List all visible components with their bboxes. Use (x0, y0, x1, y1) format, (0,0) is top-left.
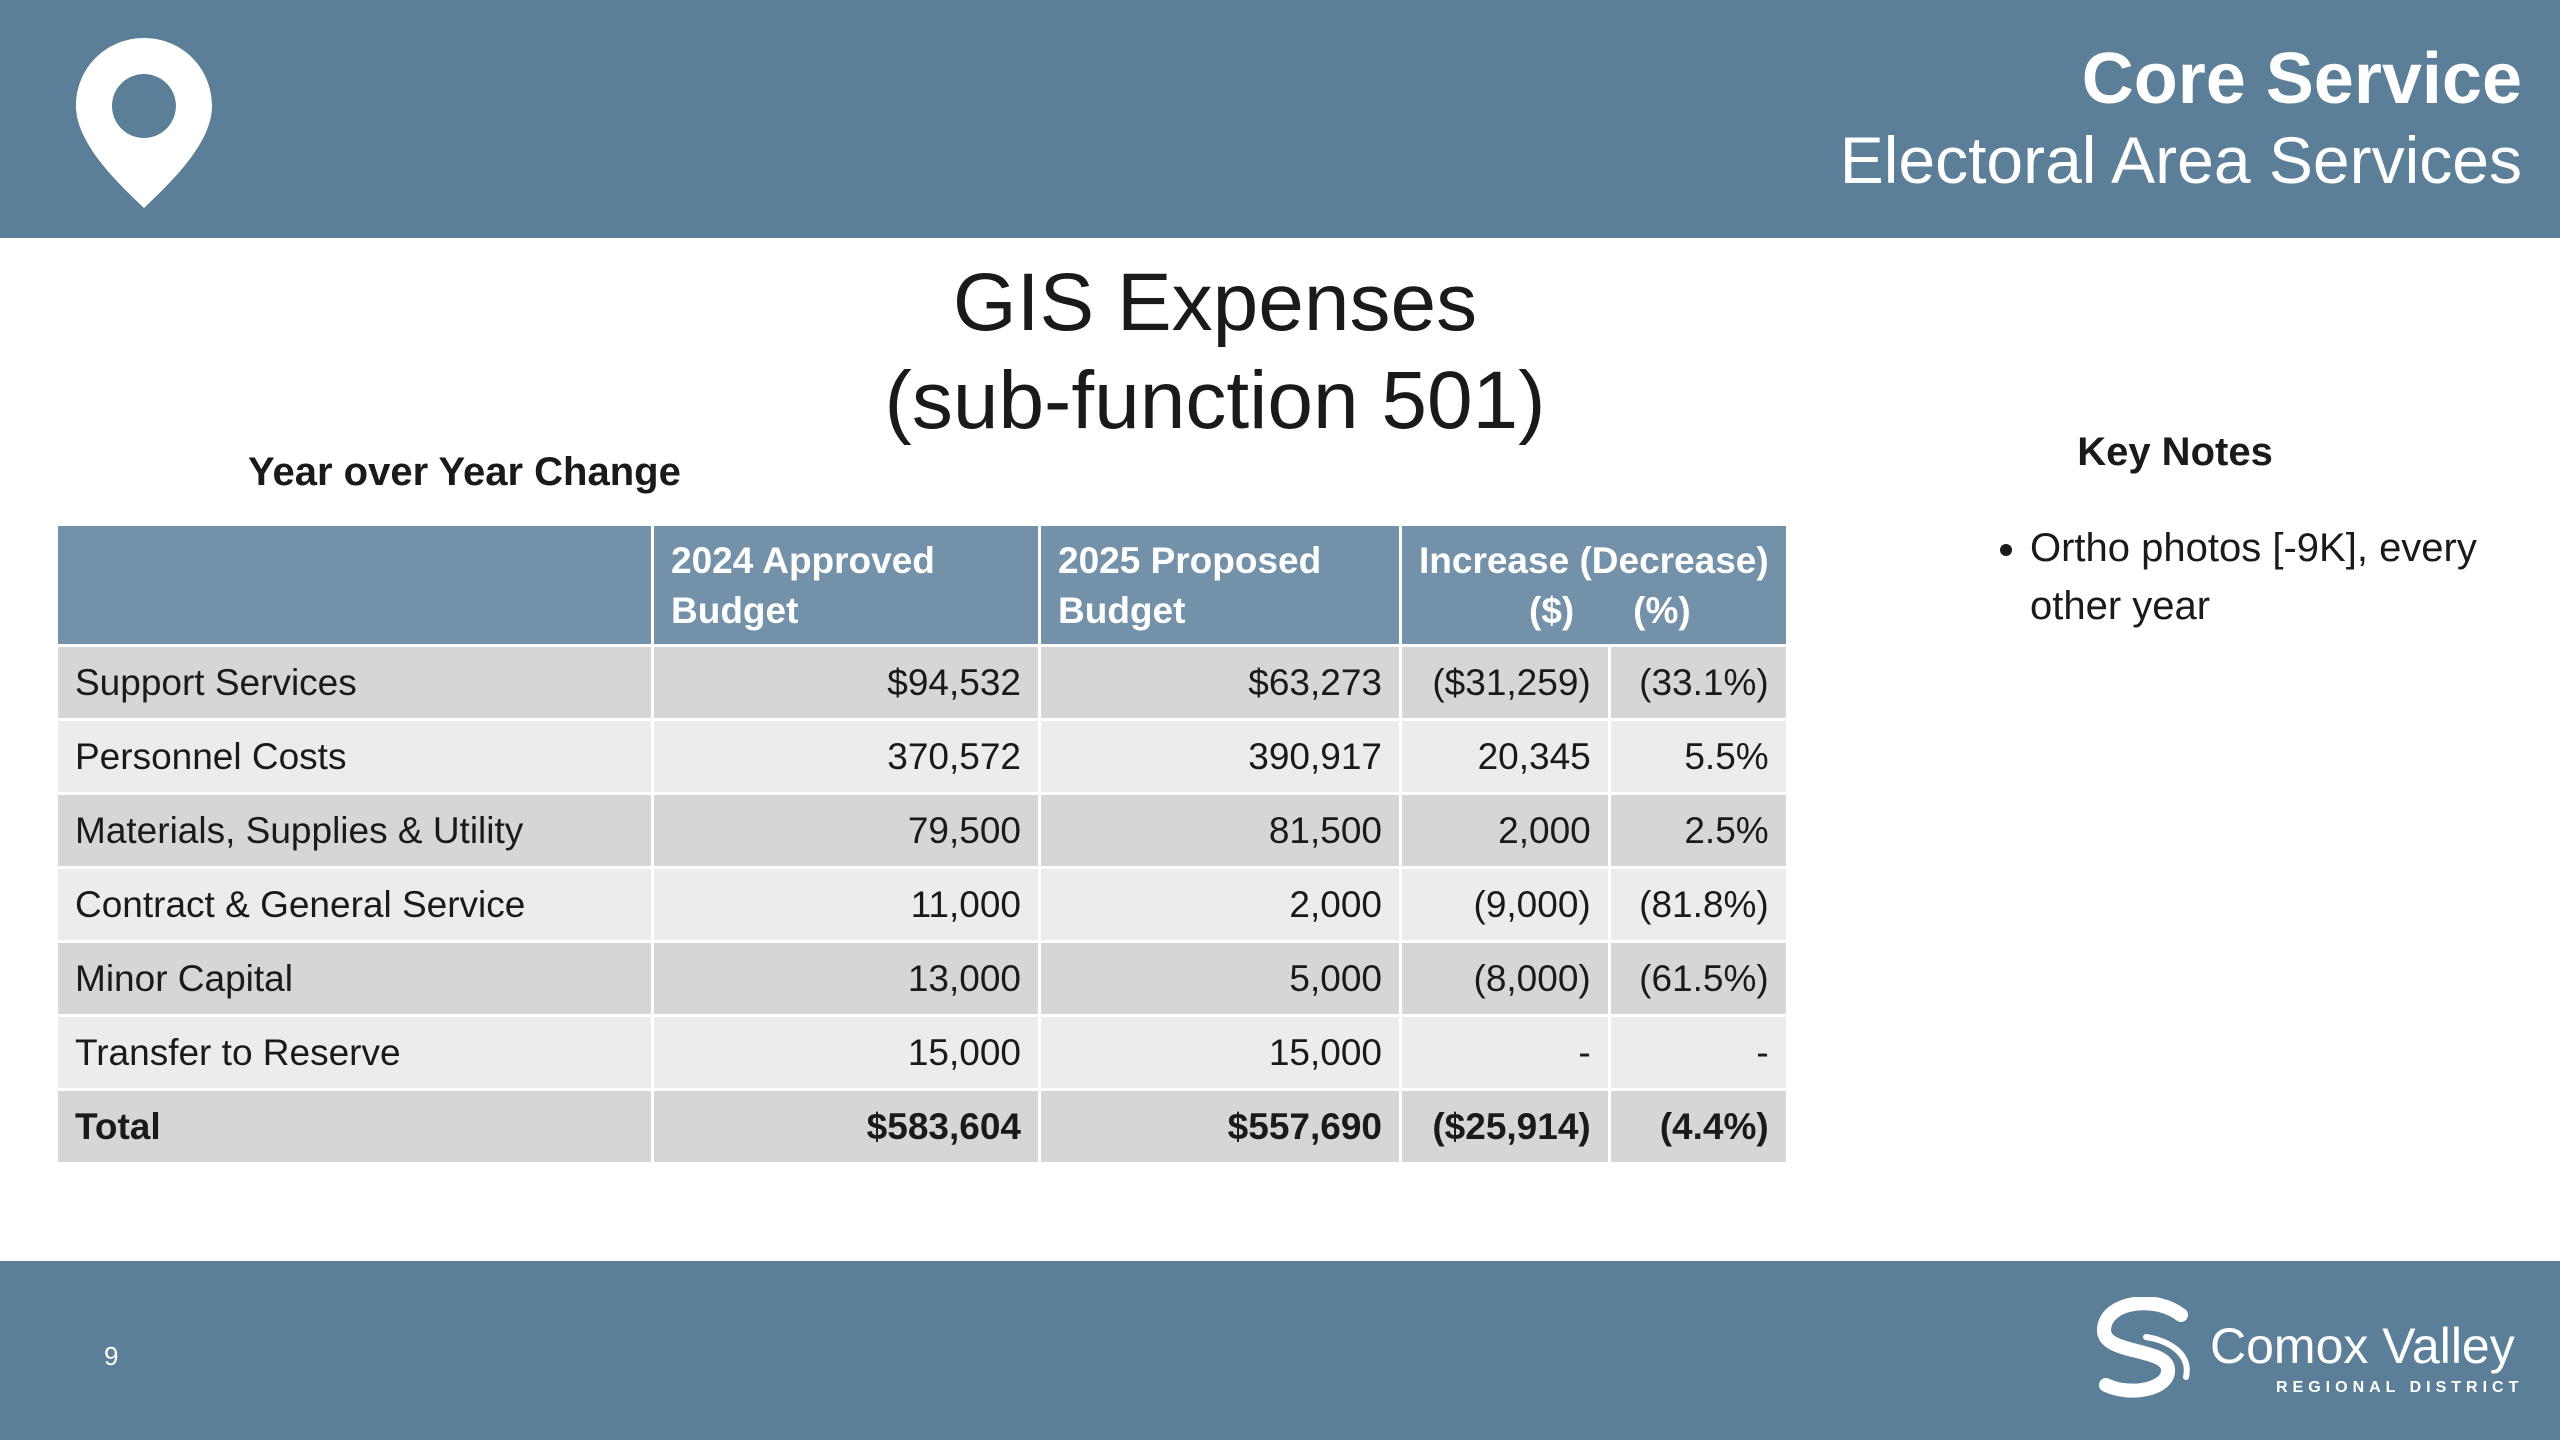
header-cell: 2024 Approved Budget (651, 523, 1041, 647)
table-cell: (9,000) (1399, 866, 1611, 943)
header-cell: Increase (Decrease) ($) (%) (1399, 523, 1789, 647)
logo: Comox Valley REGIONAL DISTRICT (2086, 1296, 2518, 1412)
service-title: Core Service (2081, 39, 2522, 119)
header-text: Increase (Decrease) (1419, 540, 1769, 581)
table-cell: (8,000) (1399, 940, 1611, 1017)
table-cell: Contract & General Service (55, 866, 654, 943)
header-cell (55, 523, 654, 647)
table-cell: (4.4%) (1607, 1088, 1789, 1165)
table-cell: $63,273 (1038, 644, 1402, 721)
header-title: Core Service Electoral Area Services (1840, 38, 2522, 200)
table-cell: $557,690 (1038, 1088, 1402, 1165)
table-cell: (81.8%) (1607, 866, 1789, 943)
table-cell: $583,604 (651, 1088, 1041, 1165)
table-row: Total $583,604 $557,690 ($25,914) (4.4%) (55, 1088, 1789, 1165)
table-cell: 2,000 (1399, 792, 1611, 869)
table-row: Materials, Supplies & Utility 79,500 81,50… (55, 792, 1789, 869)
table-cell: (61.5%) (1607, 940, 1789, 1017)
table-cell: ($31,259) (1399, 644, 1611, 721)
table-cell: Personnel Costs (55, 718, 654, 795)
table-cell: 15,000 (651, 1014, 1041, 1091)
table-cell: 2,000 (1038, 866, 1402, 943)
table-cell: 81,500 (1038, 792, 1402, 869)
header-cell: 2025 Proposed Budget (1038, 523, 1402, 647)
table-cell: Transfer to Reserve (55, 1014, 654, 1091)
header-bar: Core Service Electoral Area Services (0, 0, 2560, 238)
table-cell: 390,917 (1038, 718, 1402, 795)
table-cell: - (1399, 1014, 1611, 1091)
table-cell: Support Services (55, 644, 654, 721)
table-row: Minor Capital 13,000 5,000 (8,000) (61.5%) (55, 940, 1789, 1017)
service-subtitle: Electoral Area Services (1839, 123, 2522, 197)
table-cell: 15,000 (1038, 1014, 1402, 1091)
table-cell: - (1607, 1014, 1789, 1091)
table-row: Personnel Costs 370,572 390,917 20,345 5.5% (55, 718, 1789, 795)
table-cell: 5.5% (1607, 718, 1789, 795)
table-cell: 370,572 (651, 718, 1041, 795)
table-cell: 79,500 (651, 792, 1041, 869)
table-cell: Total (55, 1088, 654, 1165)
table-cell: Minor Capital (55, 940, 654, 1017)
table-row: Contract & General Service 11,000 2,000 (9,… (55, 866, 1789, 943)
header-text: (%) (1633, 590, 1691, 631)
table-cell: 13,000 (651, 940, 1041, 1017)
table-cell: 20,345 (1399, 718, 1611, 795)
slide-subtitle: (sub-function 501) (884, 355, 1546, 446)
page-number: 9 (104, 1341, 119, 1371)
table-cell: (33.1%) (1607, 644, 1789, 721)
key-notes: Key Notes Ortho photos [-9K], every othe… (1960, 430, 2540, 635)
pin-icon (76, 38, 212, 208)
logo-mark (2097, 1296, 2190, 1398)
table-caption: Year over Year Change (248, 450, 681, 494)
table-row: Support Services $94,532 $63,273 ($31,259)(… (55, 644, 1789, 721)
table-cell: 11,000 (651, 866, 1041, 943)
notes-title: Key Notes (2077, 430, 2273, 474)
table-row: Transfer to Reserve 15,000 15,000- - (55, 1014, 1789, 1091)
table-cell: $94,532 (651, 644, 1041, 721)
table-cell: Materials, Supplies & Utility (55, 792, 654, 869)
note-item: Ortho photos [-9K], every other year (2030, 519, 2540, 635)
header-text: ($) (1529, 590, 1575, 631)
table-cell: 5,000 (1038, 940, 1402, 1017)
slide-title: GIS Expenses (952, 257, 1478, 348)
logo-subtitle: REGIONAL DISTRICT (2276, 1379, 2524, 1396)
table-cell: 2.5% (1607, 792, 1789, 869)
footer-bar: 9 Comox Valley REGIONAL DISTRICT (0, 1261, 2560, 1440)
table-cell: ($25,914) (1399, 1088, 1611, 1165)
logo-name: Comox Valley (2210, 1318, 2515, 1374)
budget-table: 2024 Approved Budget 2025 Proposed Budge… (55, 523, 1789, 1165)
